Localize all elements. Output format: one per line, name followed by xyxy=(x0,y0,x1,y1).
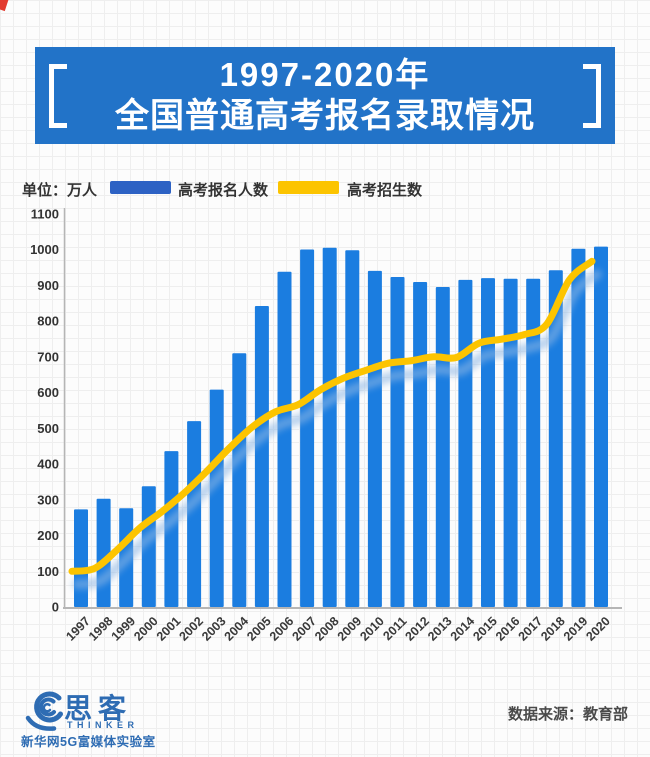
x-axis-label-2011: 2011 xyxy=(380,614,409,643)
title-year-range: 1997-2020年 xyxy=(219,55,431,93)
y-axis-tick-label: 600 xyxy=(37,385,59,400)
bar-2008 xyxy=(322,247,337,607)
x-axis-labels: 1997199819992000200120022003200420052006… xyxy=(63,614,613,644)
bar-2020 xyxy=(594,246,608,607)
x-axis-label-2013: 2013 xyxy=(425,614,455,644)
bar-2014 xyxy=(458,279,473,607)
x-axis-label-2017: 2017 xyxy=(516,614,546,644)
x-axis-label-2001: 2001 xyxy=(154,614,184,644)
y-axis-tick-label: 0 xyxy=(52,600,59,615)
brand-name-english: THINKER xyxy=(67,720,139,730)
chart-legend: 单位：万人 高考报名人数 高考招生数 xyxy=(0,178,650,199)
x-axis-label-1999: 1999 xyxy=(109,614,139,644)
bar-2013 xyxy=(435,287,450,607)
y-axis-tick-label: 1100 xyxy=(31,206,59,221)
y-axis-tick-label: 900 xyxy=(37,278,59,293)
y-axis-tick-label: 400 xyxy=(37,457,59,472)
unit-label: 单位：万人 xyxy=(22,182,98,199)
bar-2019 xyxy=(571,248,586,608)
x-axis-label-2014: 2014 xyxy=(448,614,478,644)
bar-2009 xyxy=(345,250,360,607)
bar-2017 xyxy=(526,278,541,607)
bar-2010 xyxy=(367,270,382,607)
legend-swatch-admissions xyxy=(278,181,339,194)
bracket-left-decoration xyxy=(49,64,67,128)
bar-1998 xyxy=(96,498,111,607)
admissions-line-shadow xyxy=(72,269,602,590)
x-axis-label-2004: 2004 xyxy=(222,614,252,644)
bracket-right-decoration xyxy=(583,64,601,128)
x-axis-label-2015: 2015 xyxy=(470,614,500,644)
x-axis-label-1997: 1997 xyxy=(63,614,93,644)
x-axis-label-2000: 2000 xyxy=(131,614,161,644)
bar-1997 xyxy=(74,509,88,607)
brand-subtitle: 新华网5G富媒体实验室 xyxy=(21,735,156,749)
bar-2015 xyxy=(481,278,495,607)
bar-2018 xyxy=(548,270,563,607)
legend-label-registrations: 高考报名人数 xyxy=(178,182,269,199)
brand-name-chinese: 思客 xyxy=(64,693,133,724)
bar-2005 xyxy=(254,306,269,607)
admissions-line xyxy=(68,257,596,575)
x-axis-label-2008: 2008 xyxy=(312,614,342,644)
y-axis-tick-label: 800 xyxy=(37,314,59,329)
bar-2004 xyxy=(232,353,247,607)
bar-2016 xyxy=(503,278,518,607)
corner-red-mark xyxy=(0,0,9,12)
bar-2002 xyxy=(187,421,202,607)
x-axis-label-2005: 2005 xyxy=(244,614,274,644)
bar-2007 xyxy=(300,249,315,607)
bar-2011 xyxy=(390,277,405,607)
legend-label-admissions: 高考招生数 xyxy=(347,182,423,199)
y-axis-tick-label: 500 xyxy=(37,421,59,436)
bar-2003 xyxy=(209,389,224,607)
bar-2001 xyxy=(164,451,179,607)
x-axis-label-2012: 2012 xyxy=(403,614,433,644)
x-axis-label-1998: 1998 xyxy=(86,614,116,644)
bar-2012 xyxy=(413,282,428,607)
x-axis-label-2002: 2002 xyxy=(176,614,206,644)
y-axis-tick-label: 1000 xyxy=(30,242,59,257)
y-axis-tick-label: 300 xyxy=(37,492,59,507)
combo-bar-line-chart: 0 100 200 300 400 500 600 700 800 900 1000 1100 1997… xyxy=(30,206,622,644)
x-axis-label-2016: 2016 xyxy=(493,614,523,644)
x-axis-label-2006: 2006 xyxy=(267,614,297,644)
thinker-logo-icon xyxy=(25,691,63,731)
bar-2006 xyxy=(277,271,292,607)
y-axis-tick-label: 100 xyxy=(37,564,59,579)
x-axis-label-2018: 2018 xyxy=(538,614,568,644)
title-banner: 1997-2020年 全国普通高考报名录取情况 xyxy=(35,47,615,144)
y-axis-tick-label: 700 xyxy=(37,349,59,364)
x-axis-label-2009: 2009 xyxy=(335,614,365,644)
x-axis-label-2007: 2007 xyxy=(289,614,319,644)
bars-registrations xyxy=(74,246,608,608)
data-source-label: 数据来源：教育部 xyxy=(507,706,628,723)
legend-swatch-registrations xyxy=(110,181,171,194)
y-axis-tick-label: 200 xyxy=(37,528,59,543)
x-axis-label-2003: 2003 xyxy=(199,614,229,644)
x-axis-label-2019: 2019 xyxy=(561,614,591,644)
x-axis-label-2010: 2010 xyxy=(357,614,387,644)
title-main: 全国普通高考报名录取情况 xyxy=(115,96,535,135)
y-axis-tick-labels: 0 100 200 300 400 500 600 700 800 900 1000 1100 xyxy=(30,206,59,614)
x-axis-label-2020: 2020 xyxy=(583,614,613,644)
